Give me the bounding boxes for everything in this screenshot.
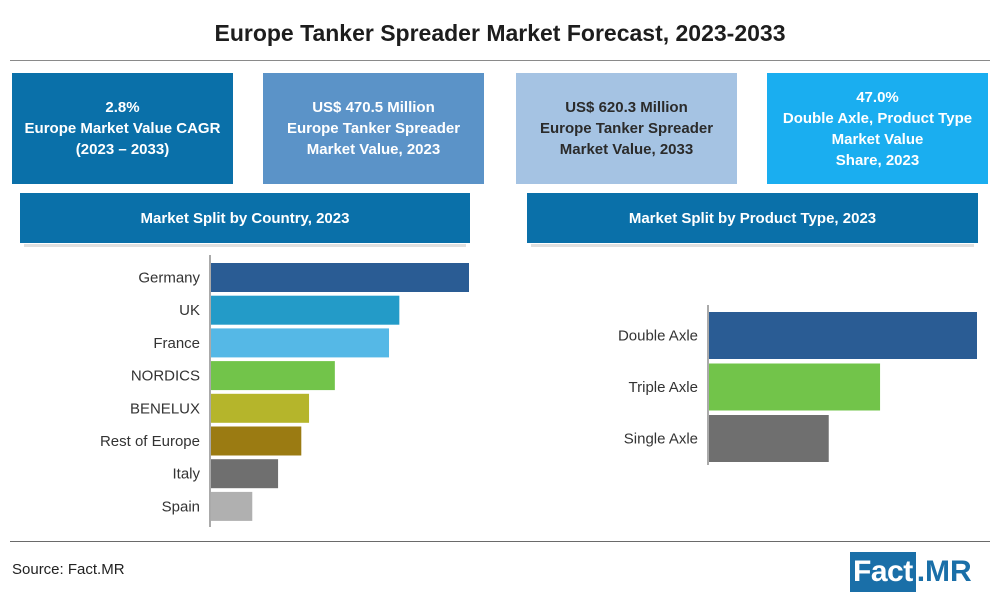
stat-line: Europe Tanker Spreader bbox=[286, 120, 461, 137]
split-header-country: Market Split by Country, 2023 bbox=[20, 193, 470, 247]
stat-line: (2023 – 2033) bbox=[75, 141, 170, 158]
chart-title: Europe Tanker Spreader Market Forecast, … bbox=[214, 20, 786, 46]
tick-label: BENELUX bbox=[130, 400, 200, 417]
stat-line: 2.8% bbox=[105, 99, 140, 116]
footer-divider bbox=[10, 541, 990, 542]
bar-benelux bbox=[211, 393, 310, 423]
stat-line: Europe Tanker Spreader bbox=[539, 120, 714, 137]
split-header-product: Market Split by Product Type, 2023 bbox=[527, 193, 978, 247]
tick-label: Spain bbox=[162, 498, 200, 515]
stat-line: Europe Market Value CAGR bbox=[24, 120, 221, 137]
stat-line: US$ 620.3 Million bbox=[565, 99, 688, 116]
tick-label: France bbox=[153, 335, 200, 352]
bar-rest-of-europe bbox=[211, 426, 302, 456]
bar-italy bbox=[211, 459, 279, 489]
bar-germany bbox=[211, 263, 469, 292]
stat-box-value-2023: US$ 470.5 Million Europe Tanker Spreader M… bbox=[263, 73, 484, 184]
bar-france bbox=[211, 328, 390, 358]
logo-text-mr: .MR bbox=[916, 555, 972, 588]
country-bar-chart: Germany UK France NORDICS BENELUX Rest of Eur… bbox=[100, 255, 469, 527]
tick-label: UK bbox=[179, 302, 200, 319]
stat-line: Market Value, 2033 bbox=[559, 141, 694, 158]
tick-label: Double Axle bbox=[618, 328, 698, 345]
stat-line: Market Value, 2023 bbox=[306, 141, 441, 158]
factmr-logo: Fact .MR bbox=[850, 552, 972, 592]
stat-line: 47.0% bbox=[856, 88, 899, 106]
bar-spain bbox=[211, 491, 253, 521]
stat-line: Double Axle, Product Type bbox=[782, 109, 973, 127]
source-note: Source: Fact.MR bbox=[12, 561, 125, 578]
stat-line: US$ 470.5 Million bbox=[312, 99, 435, 116]
stat-box-cagr: 2.8% Europe Market Value CAGR (2023 – 2033… bbox=[12, 73, 233, 184]
tick-label: Rest of Europe bbox=[100, 433, 200, 450]
stat-box-value-2033: US$ 620.3 Million Europe Tanker Spreader M… bbox=[516, 73, 737, 184]
tick-label: Single Axle bbox=[624, 431, 698, 448]
bar-nordics bbox=[211, 361, 335, 391]
bar-double-axle bbox=[709, 312, 977, 359]
logo-text-fact: Fact bbox=[850, 552, 916, 592]
stat-line: Share, 2023 bbox=[835, 151, 920, 169]
bar-uk bbox=[211, 295, 400, 325]
tick-label: Germany bbox=[138, 270, 200, 287]
tick-label: Italy bbox=[172, 466, 200, 483]
product-type-bar-chart: Double Axle Triple Axle Single Axle bbox=[618, 305, 977, 465]
stat-line: Market Value bbox=[831, 130, 924, 148]
bar-triple-axle bbox=[709, 363, 881, 411]
stat-box-double-axle-share: 47.0% Double Axle, Product Type Market Val… bbox=[767, 73, 988, 184]
bar-single-axle bbox=[709, 415, 829, 462]
title-divider bbox=[10, 60, 990, 61]
tick-label: Triple Axle bbox=[629, 379, 698, 396]
tick-label: NORDICS bbox=[131, 368, 200, 385]
